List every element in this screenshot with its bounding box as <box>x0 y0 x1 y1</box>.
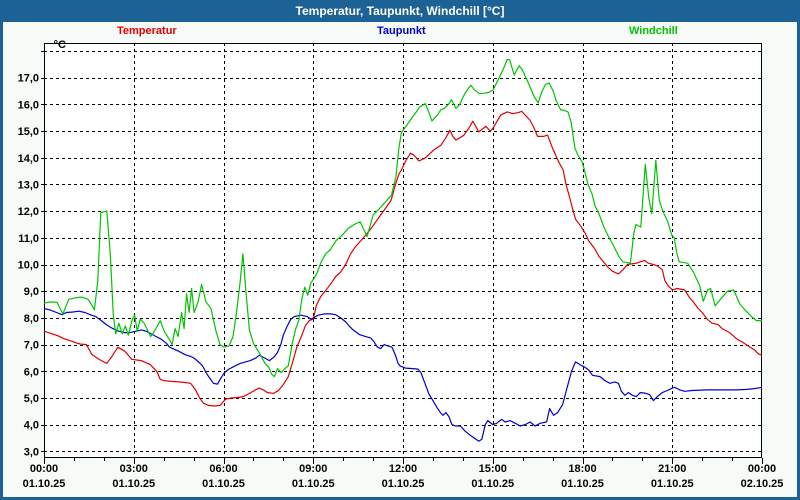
x-tick-date-label: 01.10.25 <box>23 478 66 490</box>
y-axis-unit-label: °C <box>53 39 66 51</box>
x-tick-date-label: 01.10.25 <box>382 478 425 490</box>
chart-title: Temperatur, Taupunkt, Windchill [°C] <box>295 4 505 18</box>
y-tick-label: 8,0 <box>24 313 39 325</box>
y-tick-label: 7,0 <box>24 340 39 352</box>
x-tick-time-label: 03:00 <box>120 463 148 475</box>
y-tick-label: 14,0 <box>18 153 39 165</box>
x-tick-time-label: 00:00 <box>748 463 776 475</box>
x-tick-date-label: 01.10.25 <box>112 478 155 490</box>
x-tick-date-label: 01.10.25 <box>202 478 245 490</box>
series-temperatur-line <box>43 110 763 407</box>
x-tick-time-label: 18:00 <box>568 463 596 475</box>
series-lines <box>43 58 763 442</box>
y-tick-label: 11,0 <box>18 233 39 245</box>
y-tick-label: 6,0 <box>24 366 39 378</box>
y-tick-label: 17,0 <box>18 73 39 85</box>
y-tick-label: 9,0 <box>24 286 39 298</box>
x-tick-date-label: 01.10.25 <box>292 478 335 490</box>
legend-taupunkt: Taupunkt <box>377 25 426 37</box>
y-tick-label: 16,0 <box>18 99 39 111</box>
y-tick-label: 15,0 <box>18 126 39 138</box>
series-windchill-line <box>43 58 762 378</box>
y-tick-label: 13,0 <box>18 179 39 191</box>
plot-area <box>44 43 762 458</box>
axis-labels: 3,0 4,0 5,0 6,0 7,0 8,0 9,0 10,0 11,0 12,0 13,0 14,… <box>18 73 784 490</box>
x-tick-date-label: 01.10.25 <box>471 478 514 490</box>
x-tick-date-label: 01.10.25 <box>651 478 694 490</box>
plot-border <box>44 43 762 458</box>
series-taupunkt-line <box>43 307 763 442</box>
y-tick-label: 12,0 <box>18 206 39 218</box>
legend-temperatur: Temperatur <box>117 25 177 37</box>
axis-ticks <box>41 51 763 464</box>
x-tick-date-label: 01.10.25 <box>561 478 604 490</box>
x-tick-time-label: 12:00 <box>389 463 417 475</box>
y-tick-label: 4,0 <box>24 420 39 432</box>
x-tick-time-label: 06:00 <box>209 463 237 475</box>
x-tick-time-label: 09:00 <box>299 463 327 475</box>
x-tick-time-label: 21:00 <box>658 463 686 475</box>
y-tick-label: 5,0 <box>24 393 39 405</box>
x-tick-date-label: 02.10.25 <box>741 478 784 490</box>
title-bar: Temperatur, Taupunkt, Windchill [°C] <box>0 0 800 22</box>
x-tick-time-label: 00:00 <box>30 463 58 475</box>
y-tick-label: 3,0 <box>24 446 39 458</box>
legend-windchill: Windchill <box>629 25 678 37</box>
y-tick-label: 10,0 <box>18 260 39 272</box>
x-tick-time-label: 15:00 <box>479 463 507 475</box>
